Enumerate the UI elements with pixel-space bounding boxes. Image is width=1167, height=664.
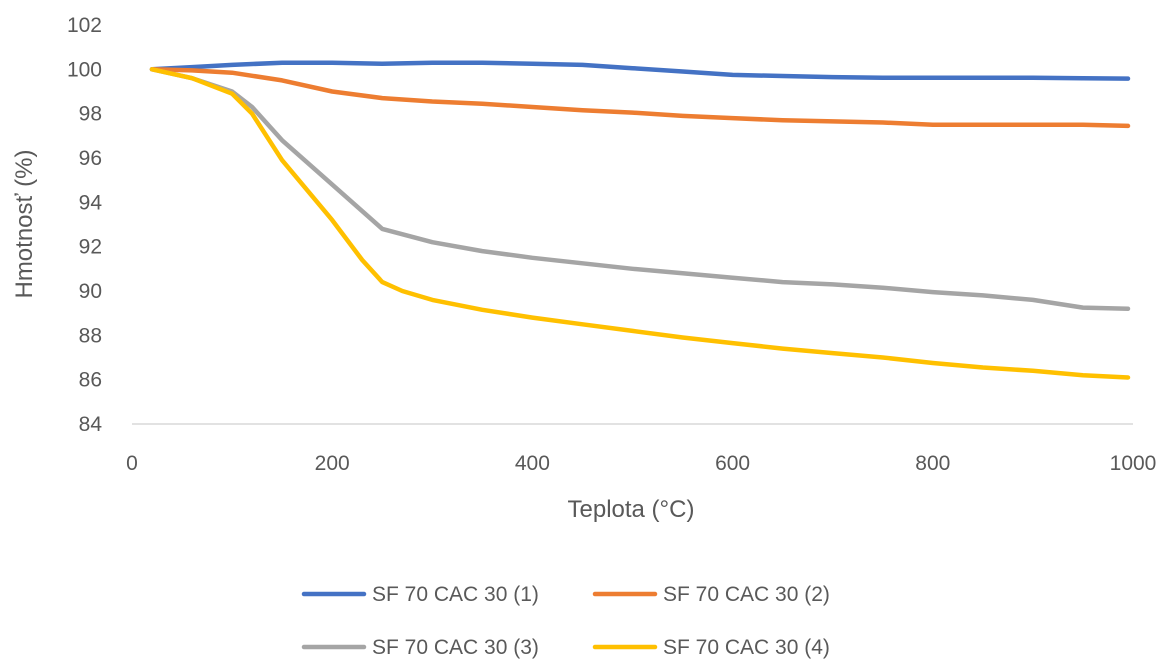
y-tick-label: 86 xyxy=(79,369,102,392)
y-tick-label: 84 xyxy=(79,413,103,436)
x-tick-label: 800 xyxy=(915,452,950,475)
x-tick-label: 1000 xyxy=(1110,452,1157,475)
legend-item: SF 70 CAC 30 (3) xyxy=(301,636,539,659)
x-tick-labels: 0 200 400 600 800 1000 xyxy=(126,452,1156,475)
series-line-2 xyxy=(149,67,1131,129)
y-tick-label: 100 xyxy=(67,58,102,81)
y-tick-label: 90 xyxy=(79,280,102,303)
x-tick-label: 200 xyxy=(315,452,350,475)
legend-label: SF 70 CAC 30 (4) xyxy=(663,636,830,659)
x-axis-title: Teplota (°C) xyxy=(568,496,695,523)
legend-item: SF 70 CAC 30 (1) xyxy=(301,583,539,606)
y-tick-label: 98 xyxy=(79,103,102,126)
series-lines xyxy=(149,60,1131,380)
y-tick-label: 88 xyxy=(79,324,102,347)
legend-label: SF 70 CAC 30 (3) xyxy=(372,636,539,659)
x-tick-label: 400 xyxy=(515,452,550,475)
legend-label: SF 70 CAC 30 (1) xyxy=(372,583,539,606)
series-line-4 xyxy=(149,67,1131,380)
legend-item: SF 70 CAC 30 (2) xyxy=(592,583,830,606)
y-tick-label: 102 xyxy=(67,14,102,37)
y-tick-label: 92 xyxy=(79,236,102,259)
y-tick-labels: 84 86 88 90 92 94 96 98 100 102 xyxy=(67,14,102,436)
series-line-1 xyxy=(149,60,1131,81)
y-axis-title: Hmotnosť (%) xyxy=(11,149,38,298)
x-tick-label: 600 xyxy=(715,452,750,475)
legend-label: SF 70 CAC 30 (2) xyxy=(663,583,830,606)
x-tick-label: 0 xyxy=(126,452,138,475)
y-tick-label: 96 xyxy=(79,147,102,170)
legend: SF 70 CAC 30 (1) SF 70 CAC 30 (2) SF 70 CA… xyxy=(301,583,830,659)
series-line-3 xyxy=(149,67,1131,311)
legend-item: SF 70 CAC 30 (4) xyxy=(592,636,830,659)
y-tick-label: 94 xyxy=(79,191,103,214)
